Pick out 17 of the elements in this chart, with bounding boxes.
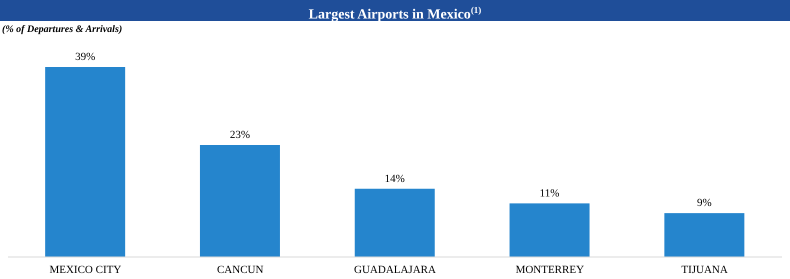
x-tick-label: MEXICO CITY <box>49 264 122 276</box>
x-tick-label: CANCUN <box>216 264 264 276</box>
x-tick-label: MONTERREY <box>516 264 584 276</box>
data-label: 39% <box>75 51 96 63</box>
data-label: 23% <box>230 128 250 141</box>
data-label: 9% <box>697 197 712 210</box>
data-label: 11% <box>540 187 560 200</box>
bar <box>354 188 435 257</box>
chart-title: Largest Airports in Mexico$^{(1)}$ <box>308 5 482 23</box>
bar <box>200 144 280 257</box>
bar <box>45 67 126 257</box>
bar <box>664 213 744 257</box>
x-tick-label: GUADALAJARA <box>354 264 436 276</box>
x-tick-label: TIJUANA <box>681 264 728 276</box>
data-label: 14% <box>384 172 405 185</box>
bar <box>510 203 590 257</box>
chart-subtitle: (% of Departures & Arrivals) <box>1 24 124 37</box>
